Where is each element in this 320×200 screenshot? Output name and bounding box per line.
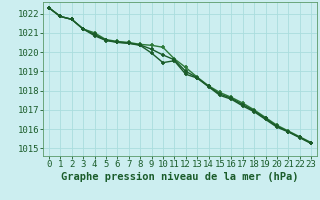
X-axis label: Graphe pression niveau de la mer (hPa): Graphe pression niveau de la mer (hPa) — [61, 172, 299, 182]
